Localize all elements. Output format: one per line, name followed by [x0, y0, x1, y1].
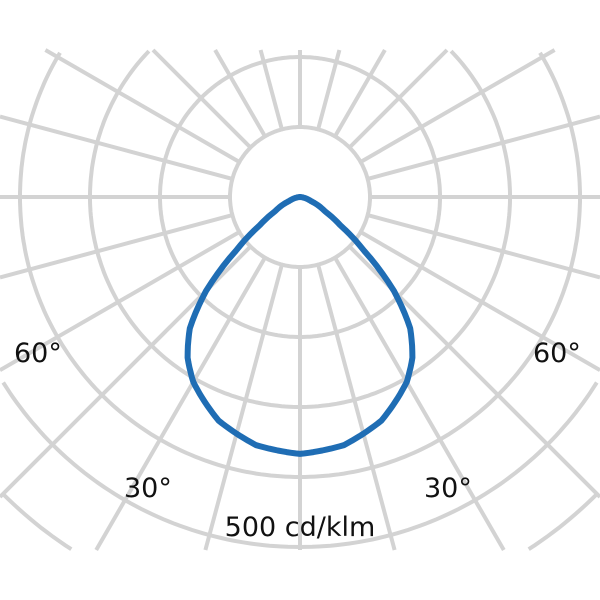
- grid-ring: [1, 492, 73, 551]
- polar-grid: [0, 48, 600, 551]
- grid-spoke: [333, 256, 506, 551]
- grid-ring: [88, 49, 512, 409]
- angle-label-right-60: 60°: [533, 338, 581, 369]
- grid-ring: [449, 49, 512, 197]
- grid-ring: [527, 492, 599, 551]
- grid-spoke: [333, 48, 387, 138]
- grid-spoke: [203, 264, 284, 551]
- grid-spoke: [151, 48, 252, 149]
- grid-spoke: [367, 213, 600, 280]
- grid-spoke: [213, 48, 267, 138]
- grid-ring: [538, 51, 582, 197]
- grid-spoke: [94, 256, 267, 551]
- grid-spoke: [0, 114, 233, 181]
- grid-spoke: [359, 48, 556, 164]
- grid-spoke: [348, 48, 449, 149]
- grid-spoke: [359, 230, 600, 372]
- angle-label-right-30: 30°: [424, 473, 472, 504]
- grid-spoke: [0, 230, 241, 372]
- scale-label: 500 cd/klm: [225, 512, 376, 543]
- curves: [184, 194, 416, 457]
- grid-spoke: [316, 49, 342, 130]
- grid-spoke: [258, 49, 284, 130]
- intensity-curve: [184, 194, 416, 457]
- angle-label-left-60: 60°: [14, 338, 62, 369]
- grid-spoke: [44, 48, 241, 164]
- grid-spoke: [316, 264, 397, 551]
- grid-spoke: [0, 213, 233, 280]
- grid-spoke: [367, 114, 600, 181]
- grid-ring: [18, 51, 582, 479]
- angle-label-left-30: 30°: [124, 473, 172, 504]
